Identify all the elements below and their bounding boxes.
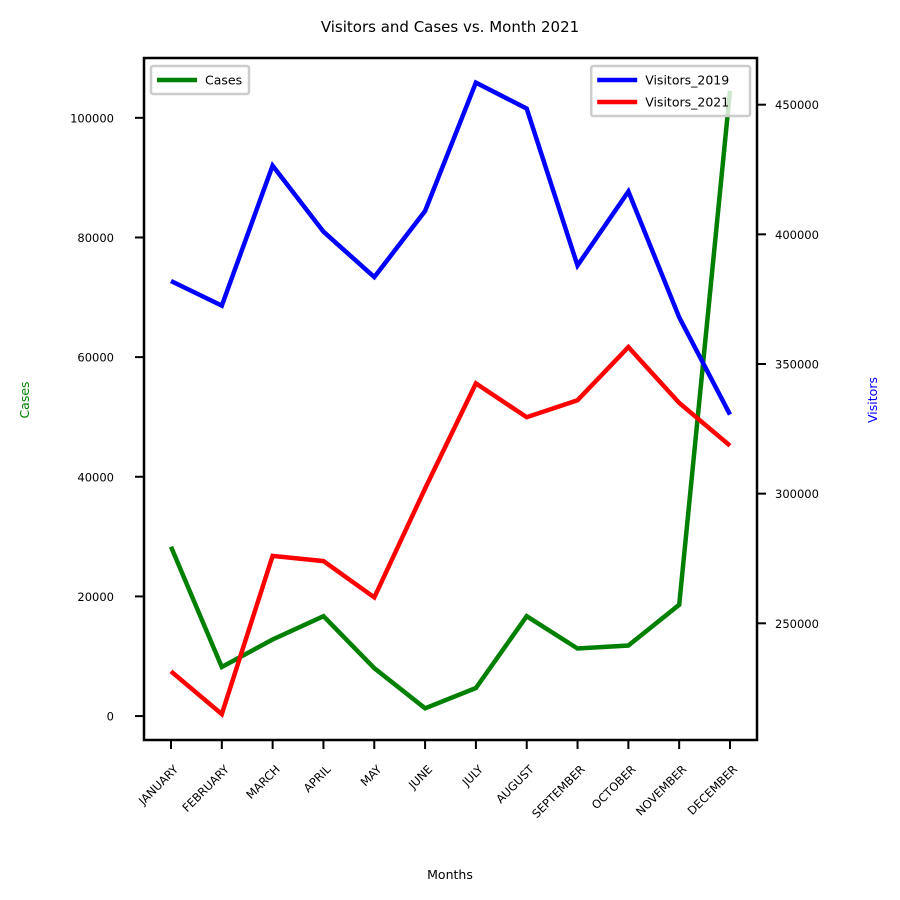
plot-frame: [142, 56, 759, 742]
x-tick-label: JANUARY: [135, 762, 182, 809]
x-axis-label: Months: [427, 867, 473, 882]
x-tick-label: OCTOBER: [589, 762, 639, 812]
x-tick-label: DECEMBER: [685, 762, 741, 818]
axes: 0 20000 40000 60000 80000 100000 250000 300000 3…: [70, 56, 819, 821]
legends: Cases Visitors_2019 Visitors_2021: [149, 64, 752, 118]
y-left-tick-label: 20000: [77, 590, 114, 604]
y-left-tick-label: 40000: [77, 470, 114, 484]
legend-box: [149, 64, 251, 96]
y-left-tick-label: 80000: [77, 231, 114, 245]
y-right-tick-label: 450000: [775, 98, 819, 112]
x-tick-label: MAY: [358, 762, 386, 790]
series-line-visitors-2021: [169, 343, 732, 718]
legend-label: Cases: [205, 73, 242, 88]
y-left-tick-label: 100000: [70, 111, 114, 125]
x-tick-label: MARCH: [243, 762, 283, 802]
x-tick-label: AUGUST: [493, 762, 537, 806]
chart-title: Visitors and Cases vs. Month 2021: [321, 18, 579, 36]
series-line-visitors-2019: [170, 79, 732, 416]
series-line-cases: [168, 90, 733, 711]
y-right-tick-label: 300000: [775, 487, 819, 501]
y-right-tick-label: 400000: [775, 228, 819, 242]
x-tick-label: FEBRUARY: [179, 762, 232, 815]
y-right-tick-label: 250000: [775, 617, 819, 631]
y-left-tick-label: 0: [107, 710, 114, 724]
legend-label: Visitors_2019: [645, 73, 729, 88]
y-right-tick-label: 350000: [775, 357, 819, 371]
legend-label: Visitors_2021: [645, 95, 729, 110]
y-axis-left-label: Cases: [17, 381, 32, 418]
x-tick-label: SEPTEMBER: [529, 762, 588, 821]
y-axis-right-label: Visitors: [865, 377, 880, 423]
x-tick-label: NOVEMBER: [633, 762, 689, 818]
y-left-tick-label: 60000: [77, 351, 114, 365]
x-tick-label: APRIL: [301, 762, 334, 795]
series-lines: [168, 79, 733, 718]
legend-right: Visitors_2019 Visitors_2021: [589, 64, 752, 118]
x-tick-label: JULY: [459, 762, 487, 790]
x-tick-label: JUNE: [405, 762, 435, 792]
legend-left: Cases: [149, 64, 251, 96]
